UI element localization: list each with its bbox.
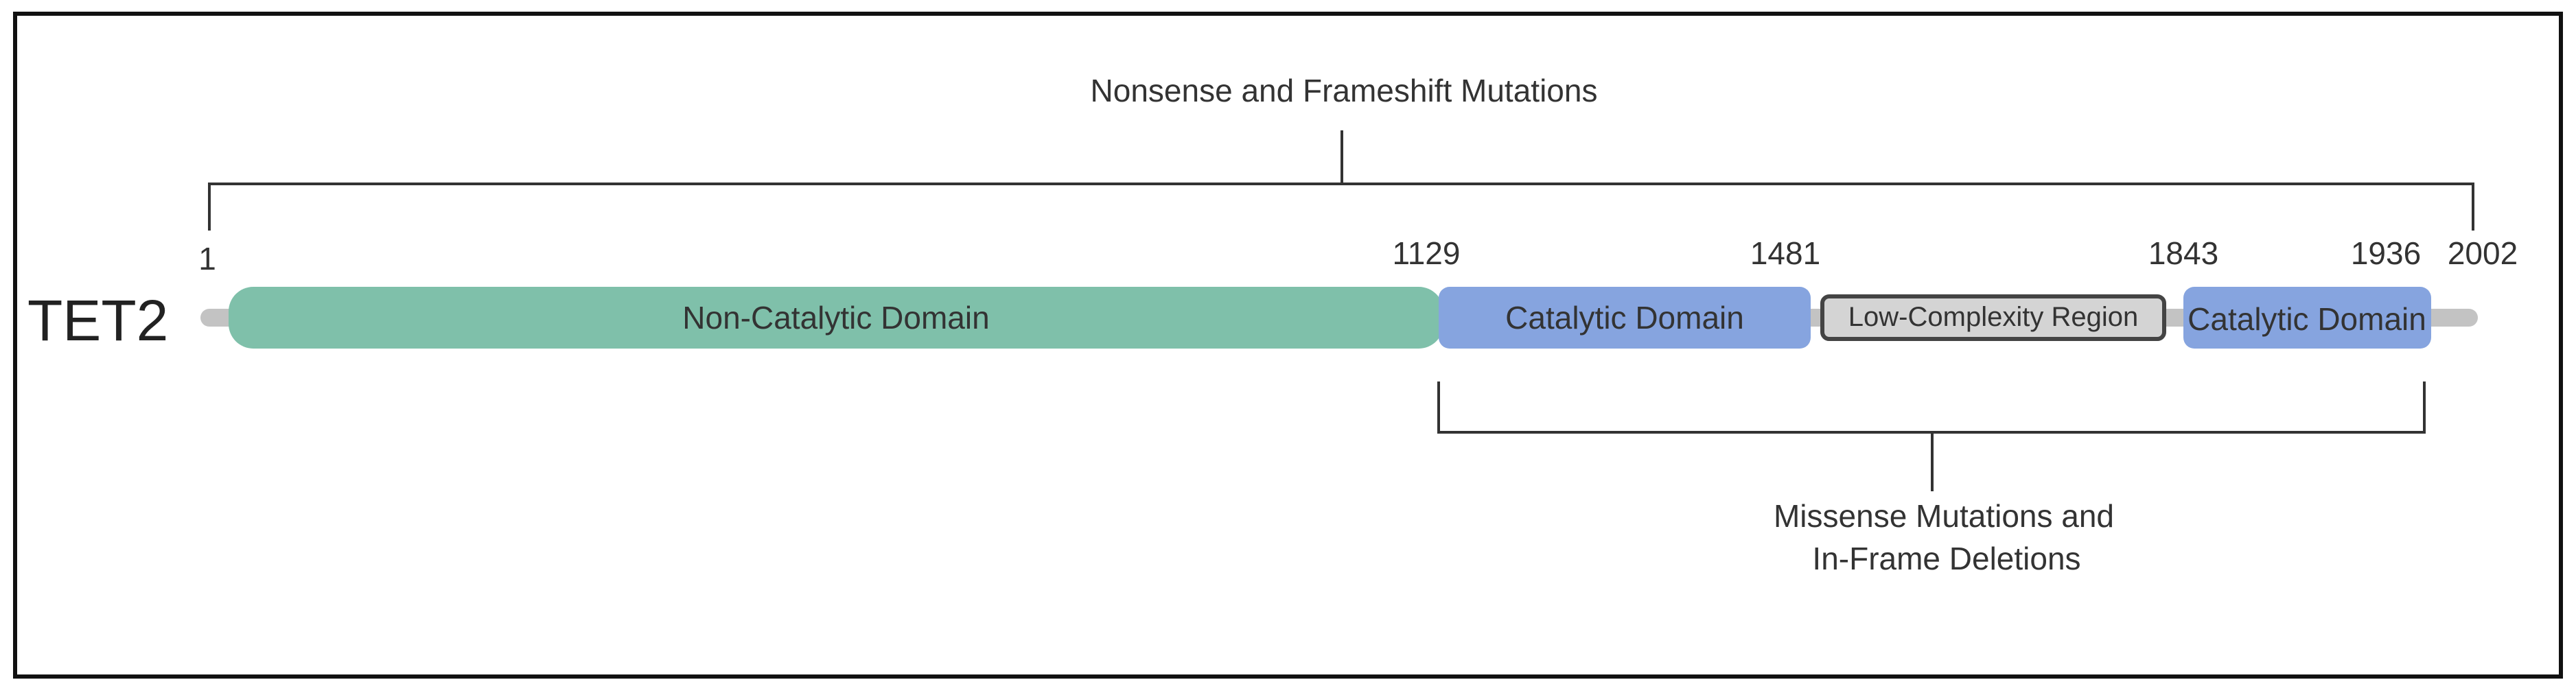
catalytic-domain-1 [1439,287,1811,349]
position-1843: 1843 [2148,235,2218,271]
low-complexity-region-label: Low-Complexity Region [1848,302,2138,332]
position-1936: 1936 [2351,235,2421,271]
catalytic-domain-2-label: Catalytic Domain [2188,301,2426,337]
non-catalytic-domain [229,287,1443,349]
catalytic-domain-2 [2183,287,2431,349]
nonsense-bracket [208,130,2474,231]
catalytic-domain-1-label: Catalytic Domain [1505,300,1744,336]
missense-label-line-2: In-Frame Deletions [1812,541,2080,576]
non-catalytic-domain-label: Non-Catalytic Domain [682,300,989,336]
position-1129: 1129 [1393,235,1461,271]
protein-name: TET2 [27,288,168,353]
missense-bracket [1437,381,2426,491]
nonsense-frameshift-label: Nonsense and Frameshift Mutations [1091,73,1598,108]
missense-label-line-1: Missense Mutations and [1774,498,2114,534]
position-2002: 2002 [2448,235,2518,271]
low-complexity-region [1820,294,2166,341]
position-1481: 1481 [1750,235,1820,271]
position-1: 1 [198,241,216,277]
